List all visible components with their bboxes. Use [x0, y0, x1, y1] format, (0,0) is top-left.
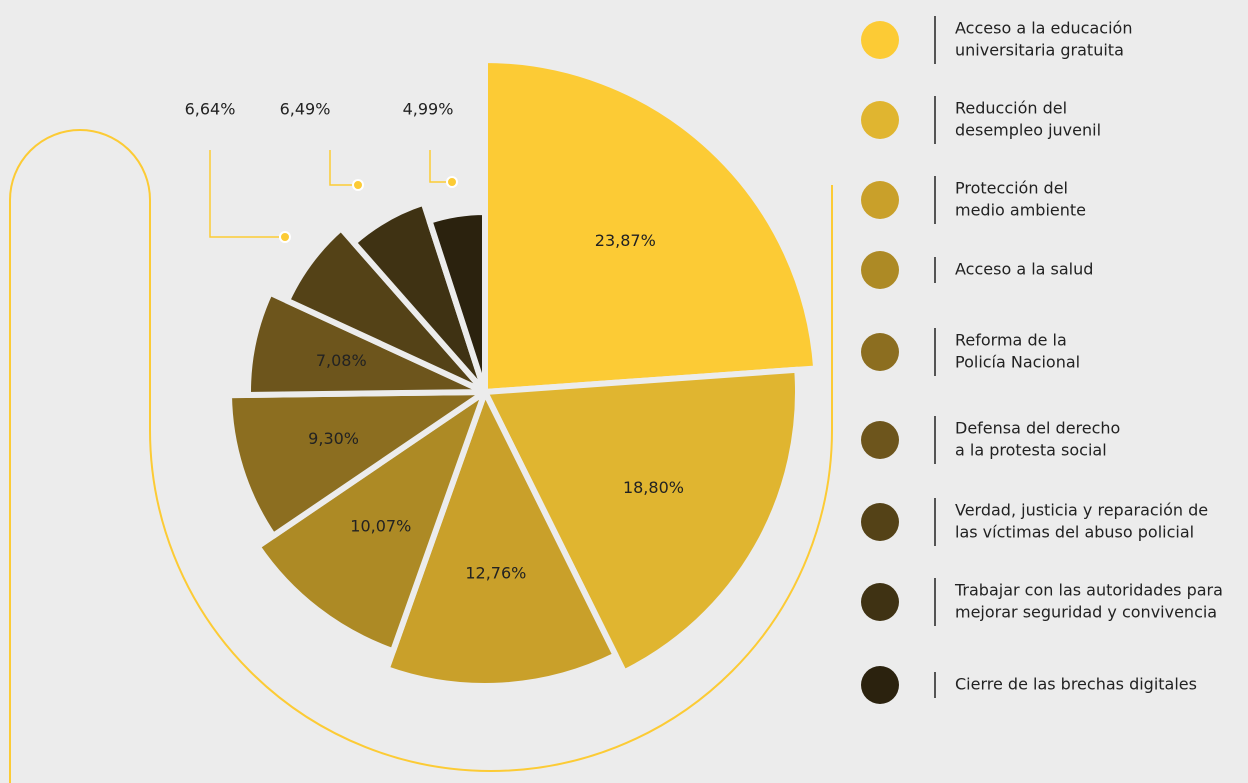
value-label: 23,87% [595, 231, 656, 250]
legend-label: universitaria gratuita [955, 41, 1124, 60]
pie-slice [245, 289, 488, 398]
legend-swatch [861, 333, 899, 371]
legend-swatch [861, 101, 899, 139]
legend-label: Reforma de la [955, 331, 1067, 350]
value-label: 12,76% [465, 563, 526, 582]
legend-swatch [861, 181, 899, 219]
legend-label: Cierre de las brechas digitales [955, 675, 1197, 694]
legend-swatch [861, 421, 899, 459]
value-label: 6,49% [280, 100, 331, 119]
pie-slice [482, 366, 801, 676]
legend-swatch [861, 666, 899, 704]
pie-slice [482, 57, 820, 395]
value-label: 4,99% [403, 100, 454, 119]
legend-label: desempleo juvenil [955, 121, 1101, 140]
legend-label: Protección del [955, 179, 1068, 198]
value-label: 6,64% [185, 100, 236, 119]
pie-slice [254, 389, 488, 655]
legend-swatch [861, 583, 899, 621]
pie-slice [284, 225, 488, 395]
leader-dot [279, 231, 291, 243]
pie-slice [383, 389, 619, 689]
legend-label: Acceso a la salud [955, 260, 1093, 279]
legend-label: Policía Nacional [955, 353, 1080, 372]
leader-dot [352, 179, 364, 191]
legend-label: Defensa del derecho [955, 419, 1120, 438]
pie-slice [426, 209, 488, 395]
value-label: 9,30% [308, 429, 359, 448]
legend-swatch [861, 503, 899, 541]
legend-label: medio ambiente [955, 201, 1086, 220]
legend-label: a la protesta social [955, 441, 1107, 460]
leader-line [429, 150, 452, 183]
leader-line [209, 150, 285, 238]
value-label: 18,80% [623, 478, 684, 497]
legend-label: Trabajar con las autoridades para [954, 581, 1223, 600]
leader-line [329, 150, 358, 186]
pie-slice [226, 389, 488, 539]
legend-swatch [861, 21, 899, 59]
legend-label: Verdad, justicia y reparación de [955, 501, 1208, 520]
legend-swatch [861, 251, 899, 289]
value-label: 10,07% [350, 516, 411, 535]
pie-slice [350, 199, 488, 395]
value-label: 7,08% [316, 351, 367, 370]
legend-label: Reducción del [955, 99, 1067, 118]
decorative-outline [9, 129, 833, 783]
legend-label: las víctimas del abuso policial [955, 523, 1194, 542]
legend-label: mejorar seguridad y convivencia [955, 603, 1217, 622]
leader-dot [446, 176, 458, 188]
legend-label: Acceso a la educación [955, 19, 1132, 38]
